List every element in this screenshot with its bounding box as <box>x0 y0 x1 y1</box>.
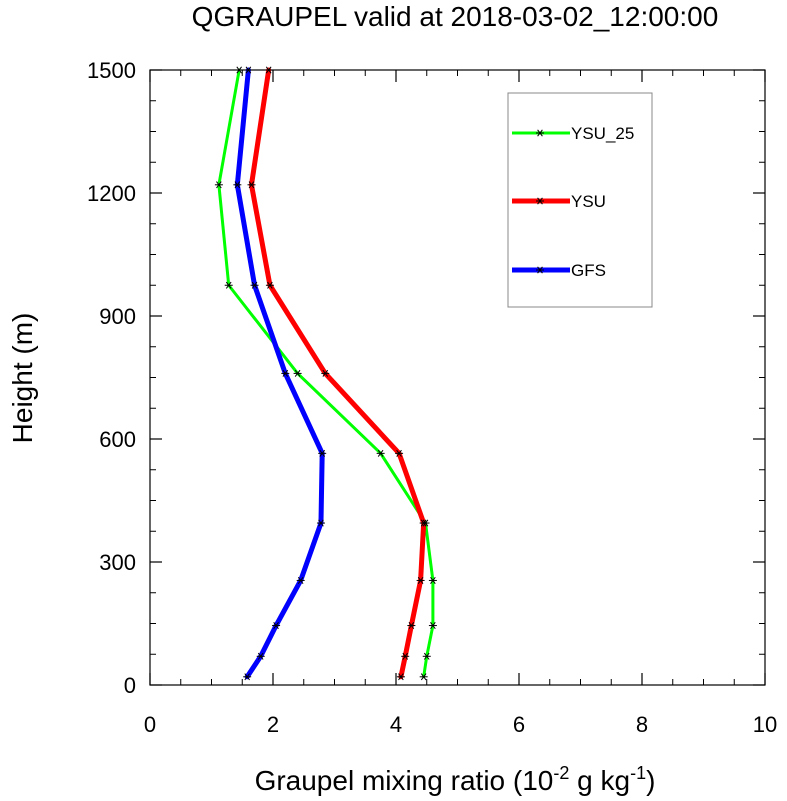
series-layer <box>214 66 437 681</box>
y-tick-label: 1500 <box>87 58 136 83</box>
y-tick-label: 300 <box>99 550 136 575</box>
data-point-gfs <box>243 673 252 681</box>
data-point-ysu <box>247 181 256 189</box>
legend: YSU_25 YSU GFS <box>507 92 653 308</box>
data-point-ysu-25 <box>376 449 385 457</box>
data-point-gfs <box>316 519 325 527</box>
x-tick-label: 10 <box>753 712 777 737</box>
data-point-gfs <box>281 369 290 377</box>
x-tick-label: 2 <box>267 712 279 737</box>
data-point-gfs <box>244 66 253 74</box>
x-tick-labels: 0 2 4 6 8 10 <box>144 712 777 737</box>
y-tick-label: 1200 <box>87 181 136 206</box>
data-point-ysu-25 <box>428 576 437 584</box>
data-point-ysu <box>395 449 404 457</box>
series-line-gfs <box>234 67 325 680</box>
y-axis-label: Height (m) <box>7 313 38 444</box>
data-point-ysu <box>321 369 330 377</box>
data-point-gfs <box>318 449 327 457</box>
data-point-gfs <box>296 576 305 584</box>
data-point-ysu-25 <box>293 369 302 377</box>
minor-ticks <box>149 69 766 686</box>
data-point-gfs <box>250 281 259 289</box>
y-tick-label: 600 <box>99 427 136 452</box>
legend-marker-ysu-25 <box>536 129 544 137</box>
x-tick-label: 6 <box>513 712 525 737</box>
data-point-ysu <box>396 673 405 681</box>
data-point-ysu-25 <box>224 281 233 289</box>
y-tick-labels: 0 300 600 900 1200 1500 <box>87 58 136 698</box>
data-point-ysu-25 <box>214 181 223 189</box>
data-point-ysu <box>401 652 410 660</box>
data-point-ysu <box>407 622 416 630</box>
data-point-ysu-25 <box>419 673 428 681</box>
data-point-ysu-25 <box>235 66 244 74</box>
data-point-ysu-25 <box>422 652 431 660</box>
x-tick-label: 4 <box>390 712 402 737</box>
data-point-ysu-25 <box>428 622 437 630</box>
legend-items: YSU_25 YSU GFS <box>512 124 634 280</box>
legend-label-ysu: YSU <box>571 192 606 211</box>
data-point-gfs <box>256 652 265 660</box>
legend-marker-ysu <box>536 197 544 205</box>
y-tick-label: 900 <box>99 304 136 329</box>
data-point-gfs <box>272 622 281 630</box>
series-line-ysu <box>248 67 427 680</box>
data-point-gfs <box>233 181 242 189</box>
x-tick-label: 0 <box>144 712 156 737</box>
legend-marker-gfs <box>536 266 544 274</box>
y-tick-label: 0 <box>124 673 136 698</box>
data-point-ysu <box>264 66 273 74</box>
x-tick-label: 8 <box>636 712 648 737</box>
data-point-ysu <box>265 281 274 289</box>
series-line-ysu-25 <box>217 68 435 679</box>
legend-label-gfs: GFS <box>571 261 606 280</box>
legend-label-ysu-25: YSU_25 <box>571 124 634 143</box>
plot-frame <box>149 69 766 686</box>
chart-title: QGRAUPEL valid at 2018-03-02_12:00:00 <box>192 1 719 32</box>
major-ticks <box>149 69 766 686</box>
data-point-ysu <box>419 519 428 527</box>
plot-area <box>149 66 766 686</box>
data-point-ysu <box>416 576 425 584</box>
x-axis-label: Graupel mixing ratio (10-2 g kg-1) <box>255 763 656 796</box>
